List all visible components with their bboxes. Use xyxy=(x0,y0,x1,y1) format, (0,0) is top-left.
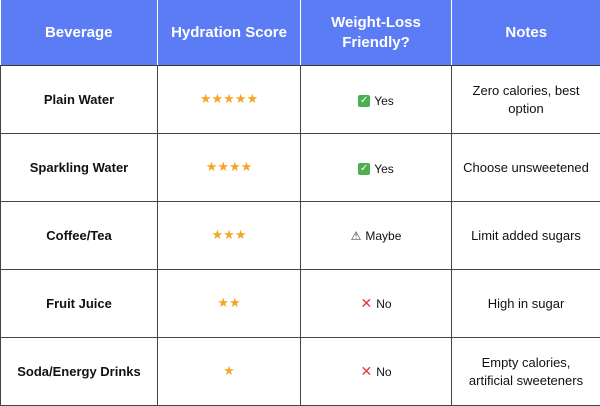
notes-cell: Limit added sugars xyxy=(452,202,600,270)
table-row: Coffee/Tea ★★★ ⚠ Maybe Limit added sugar… xyxy=(1,202,600,270)
notes-cell: Empty calories, artificial sweeteners xyxy=(452,338,600,406)
weight-loss-label: No xyxy=(376,363,391,381)
table-row: Soda/Energy Drinks ★ ✕ No Empty calories… xyxy=(1,338,600,406)
weight-loss-value: ✕ No xyxy=(360,295,391,313)
check-icon: ✓ xyxy=(358,95,370,107)
warning-icon: ⚠ xyxy=(351,230,362,242)
weight-loss-label: Maybe xyxy=(365,227,401,245)
star-rating-icon: ★ xyxy=(223,364,235,379)
header-weight-loss: Weight-Loss Friendly? xyxy=(301,0,452,66)
hydration-cell: ★★★★★ xyxy=(158,66,301,134)
hydration-cell: ★★★★ xyxy=(158,134,301,202)
x-icon: ✕ xyxy=(360,298,372,310)
beverage-cell: Sparkling Water xyxy=(1,134,158,202)
hydration-cell: ★★ xyxy=(158,270,301,338)
table-header: Beverage Hydration Score Weight-Loss Fri… xyxy=(1,0,600,66)
star-rating-icon: ★★★ xyxy=(212,228,247,243)
notes-cell: Zero calories, best option xyxy=(452,66,600,134)
beverage-cell: Coffee/Tea xyxy=(1,202,158,270)
beverage-cell: Plain Water xyxy=(1,66,158,134)
hydration-cell: ★ xyxy=(158,338,301,406)
notes-cell: High in sugar xyxy=(452,270,600,338)
weight-loss-value: ✓ Yes xyxy=(358,92,394,110)
weight-loss-cell: ✓ Yes xyxy=(301,134,452,202)
table-row: Sparkling Water ★★★★ ✓ Yes Choose unswee… xyxy=(1,134,600,202)
beverage-cell: Soda/Energy Drinks xyxy=(1,338,158,406)
table-row: Fruit Juice ★★ ✕ No High in sugar xyxy=(1,270,600,338)
star-rating-icon: ★★★★★ xyxy=(200,92,258,107)
table-body: Plain Water ★★★★★ ✓ Yes Zero calories, b… xyxy=(1,66,600,406)
weight-loss-label: Yes xyxy=(374,92,394,110)
weight-loss-value: ⚠ Maybe xyxy=(351,227,402,245)
hydration-cell: ★★★ xyxy=(158,202,301,270)
weight-loss-label: Yes xyxy=(374,160,394,178)
header-notes: Notes xyxy=(452,0,600,66)
header-row: Beverage Hydration Score Weight-Loss Fri… xyxy=(1,0,600,66)
weight-loss-cell: ✕ No xyxy=(301,270,452,338)
weight-loss-value: ✓ Yes xyxy=(358,160,394,178)
notes-cell: Choose unsweetened xyxy=(452,134,600,202)
x-icon: ✕ xyxy=(360,366,372,378)
star-rating-icon: ★★★★ xyxy=(206,160,253,175)
weight-loss-cell: ✓ Yes xyxy=(301,66,452,134)
star-rating-icon: ★★ xyxy=(217,296,240,311)
check-icon: ✓ xyxy=(358,163,370,175)
header-beverage: Beverage xyxy=(1,0,158,66)
header-hydration-score: Hydration Score xyxy=(158,0,301,66)
weight-loss-value: ✕ No xyxy=(360,363,391,381)
table-row: Plain Water ★★★★★ ✓ Yes Zero calories, b… xyxy=(1,66,600,134)
weight-loss-cell: ✕ No xyxy=(301,338,452,406)
weight-loss-label: No xyxy=(376,295,391,313)
beverage-cell: Fruit Juice xyxy=(1,270,158,338)
weight-loss-cell: ⚠ Maybe xyxy=(301,202,452,270)
